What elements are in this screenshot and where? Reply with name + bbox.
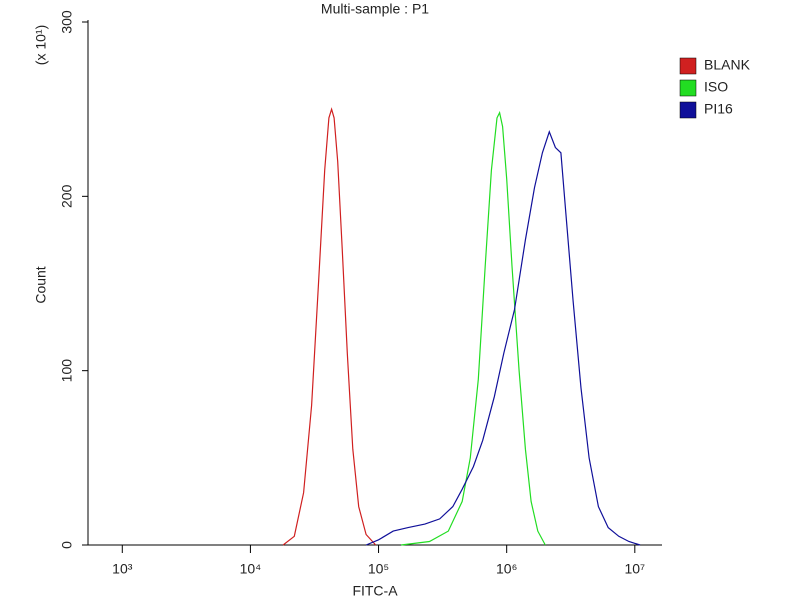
legend-label: BLANK <box>704 57 751 73</box>
x-tick-label: 10³ <box>112 561 133 577</box>
x-tick-label: 10⁵ <box>368 561 389 577</box>
y-axis-unit: (x 10¹) <box>33 25 49 65</box>
y-axis-label: Count <box>33 266 49 303</box>
x-tick-label: 10⁴ <box>240 561 262 577</box>
chart-title: Multi-sample : P1 <box>321 1 429 17</box>
data-line <box>401 110 546 546</box>
legend-swatch <box>679 57 697 75</box>
data-line <box>282 107 377 546</box>
legend-swatch <box>679 101 697 119</box>
y-tick-label: 200 <box>59 184 75 208</box>
y-tick-label: 300 <box>59 10 75 34</box>
y-tick-label: 100 <box>59 359 75 383</box>
legend-label: ISO <box>704 79 728 95</box>
legend-label: PI16 <box>704 101 733 117</box>
legend-swatch <box>679 79 697 97</box>
x-tick-label: 10⁶ <box>496 561 517 577</box>
x-tick-label: 10⁷ <box>624 561 645 577</box>
data-line <box>365 130 641 546</box>
y-tick-label: 0 <box>59 541 75 549</box>
x-axis-label: FITC-A <box>352 583 398 599</box>
